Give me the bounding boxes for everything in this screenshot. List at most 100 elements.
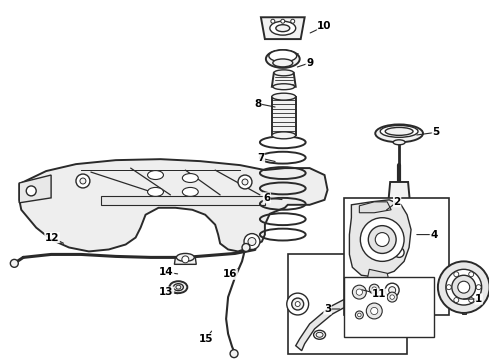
Circle shape <box>26 186 36 196</box>
Ellipse shape <box>269 50 297 62</box>
Polygon shape <box>349 200 411 277</box>
Circle shape <box>292 298 304 310</box>
Circle shape <box>390 295 394 299</box>
Ellipse shape <box>147 188 164 196</box>
Circle shape <box>248 238 256 246</box>
Ellipse shape <box>147 171 164 180</box>
Circle shape <box>394 247 404 257</box>
Circle shape <box>387 292 397 302</box>
Polygon shape <box>174 257 196 264</box>
Circle shape <box>369 284 379 294</box>
Circle shape <box>182 256 189 263</box>
Text: 7: 7 <box>257 153 265 163</box>
Polygon shape <box>359 202 391 213</box>
Circle shape <box>454 298 459 302</box>
Ellipse shape <box>182 174 198 183</box>
Circle shape <box>469 272 474 277</box>
Ellipse shape <box>316 332 323 337</box>
Circle shape <box>281 19 285 23</box>
Circle shape <box>10 260 18 267</box>
Polygon shape <box>462 261 466 314</box>
Ellipse shape <box>380 125 418 137</box>
Circle shape <box>352 285 367 299</box>
Ellipse shape <box>182 188 198 196</box>
Text: 11: 11 <box>372 289 387 299</box>
Text: 1: 1 <box>475 294 482 304</box>
Circle shape <box>271 19 275 23</box>
Text: 15: 15 <box>199 334 214 344</box>
Polygon shape <box>385 244 413 257</box>
Text: 3: 3 <box>324 304 331 314</box>
Circle shape <box>244 234 260 249</box>
Circle shape <box>372 287 376 291</box>
Circle shape <box>438 261 490 313</box>
Circle shape <box>295 302 300 306</box>
Circle shape <box>80 178 86 184</box>
Text: 10: 10 <box>318 21 332 31</box>
Text: 2: 2 <box>393 197 401 207</box>
Polygon shape <box>387 182 411 215</box>
Polygon shape <box>261 17 305 39</box>
Circle shape <box>368 226 396 253</box>
Ellipse shape <box>170 281 187 293</box>
Text: 12: 12 <box>45 233 59 243</box>
Circle shape <box>355 311 363 319</box>
Ellipse shape <box>385 127 413 135</box>
Ellipse shape <box>173 284 183 291</box>
Ellipse shape <box>176 285 181 289</box>
Ellipse shape <box>314 330 325 339</box>
Circle shape <box>389 287 395 294</box>
Circle shape <box>76 174 90 188</box>
Ellipse shape <box>266 50 300 68</box>
Circle shape <box>476 285 481 290</box>
Circle shape <box>370 307 378 315</box>
Ellipse shape <box>274 70 294 76</box>
Text: 4: 4 <box>430 230 438 239</box>
Bar <box>344 198 449 315</box>
Ellipse shape <box>176 253 195 261</box>
Circle shape <box>446 285 451 290</box>
Text: 8: 8 <box>254 99 262 109</box>
Ellipse shape <box>272 93 295 100</box>
Text: 6: 6 <box>263 193 270 203</box>
Circle shape <box>458 281 470 293</box>
Bar <box>288 255 407 354</box>
Circle shape <box>230 350 238 357</box>
Polygon shape <box>368 269 389 281</box>
Ellipse shape <box>273 84 294 90</box>
Ellipse shape <box>276 25 290 32</box>
Polygon shape <box>386 231 412 244</box>
Polygon shape <box>101 196 265 205</box>
Text: 5: 5 <box>432 127 440 138</box>
Circle shape <box>242 243 250 251</box>
Polygon shape <box>19 159 327 251</box>
Circle shape <box>242 179 248 185</box>
Polygon shape <box>272 96 295 135</box>
Text: 9: 9 <box>306 58 313 68</box>
Circle shape <box>356 289 363 295</box>
Polygon shape <box>272 73 295 87</box>
Text: 14: 14 <box>159 267 174 277</box>
Circle shape <box>385 283 399 297</box>
Text: 13: 13 <box>159 287 173 297</box>
Circle shape <box>454 272 459 277</box>
Polygon shape <box>295 286 396 351</box>
Ellipse shape <box>393 140 405 145</box>
Circle shape <box>238 175 252 189</box>
Circle shape <box>446 269 482 305</box>
Ellipse shape <box>272 132 295 139</box>
Bar <box>344 277 434 337</box>
Circle shape <box>375 233 389 247</box>
Circle shape <box>287 293 309 315</box>
Ellipse shape <box>273 59 293 67</box>
Circle shape <box>452 275 476 299</box>
Circle shape <box>358 313 361 317</box>
Circle shape <box>367 303 382 319</box>
Text: 16: 16 <box>223 269 237 279</box>
Circle shape <box>291 19 294 23</box>
Polygon shape <box>19 175 51 203</box>
Circle shape <box>469 298 474 302</box>
Ellipse shape <box>270 21 295 35</box>
Ellipse shape <box>375 125 423 142</box>
Circle shape <box>360 218 404 261</box>
